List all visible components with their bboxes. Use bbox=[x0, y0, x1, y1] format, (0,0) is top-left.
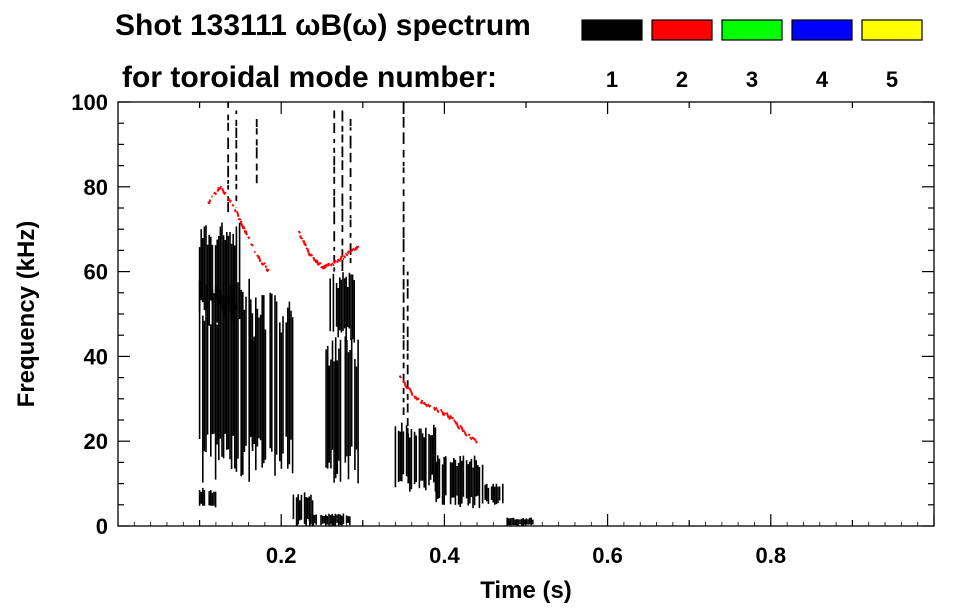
y-tick-label: 0 bbox=[96, 514, 108, 539]
plot-area bbox=[198, 102, 534, 526]
mode-1-region bbox=[506, 517, 534, 526]
y-tick-label: 80 bbox=[84, 175, 108, 200]
mode-1-region bbox=[484, 483, 504, 505]
mode-1-region bbox=[198, 278, 254, 483]
legend-swatch-mode-4 bbox=[791, 19, 853, 41]
mode-2-trace bbox=[207, 185, 270, 273]
mode-2-trace bbox=[297, 230, 360, 270]
mode-1-region bbox=[198, 487, 217, 508]
x-tick-label: 0.6 bbox=[592, 543, 623, 568]
y-tick-label: 100 bbox=[71, 90, 108, 115]
legend-swatch-mode-3 bbox=[721, 19, 783, 41]
y-axis-label: Frequency (kHz) bbox=[13, 221, 40, 408]
mode-1-region bbox=[329, 272, 356, 343]
mode-1-region bbox=[435, 455, 484, 509]
y-tick-label: 60 bbox=[84, 260, 108, 285]
legend: 1 2 3 4 5 bbox=[581, 19, 923, 92]
x-tick-label: 0.4 bbox=[429, 543, 460, 568]
legend-label-mode-1: 1 bbox=[606, 67, 618, 92]
legend-label-mode-5: 5 bbox=[886, 67, 898, 92]
x-tick-label: 0.8 bbox=[756, 543, 787, 568]
legend-label-mode-4: 4 bbox=[816, 67, 829, 92]
mode-1-region bbox=[251, 292, 294, 476]
legend-label-mode-2: 2 bbox=[676, 67, 688, 92]
y-tick-label: 40 bbox=[84, 344, 108, 369]
y-tick-label: 20 bbox=[84, 429, 108, 454]
mode-2-trace bbox=[398, 375, 478, 444]
mode-1-region bbox=[308, 513, 351, 526]
x-axis-label: Time (s) bbox=[480, 577, 572, 604]
chart-title-line2: for toroidal mode number: bbox=[122, 61, 497, 94]
mode-1-region bbox=[394, 422, 437, 492]
mode-1-region bbox=[325, 336, 359, 484]
legend-swatch-mode-2 bbox=[651, 19, 713, 41]
axis-ticks bbox=[118, 101, 935, 527]
chart-title-line1: Shot 133111 ωB(ω) spectrum bbox=[115, 9, 531, 42]
tick-labels: 0.2 0.4 0.6 0.8 0 20 40 60 80 100 bbox=[71, 90, 786, 568]
legend-swatch-mode-1 bbox=[581, 19, 643, 41]
legend-label-mode-3: 3 bbox=[746, 67, 758, 92]
legend-swatch-mode-5 bbox=[861, 19, 923, 41]
x-tick-label: 0.2 bbox=[266, 543, 297, 568]
